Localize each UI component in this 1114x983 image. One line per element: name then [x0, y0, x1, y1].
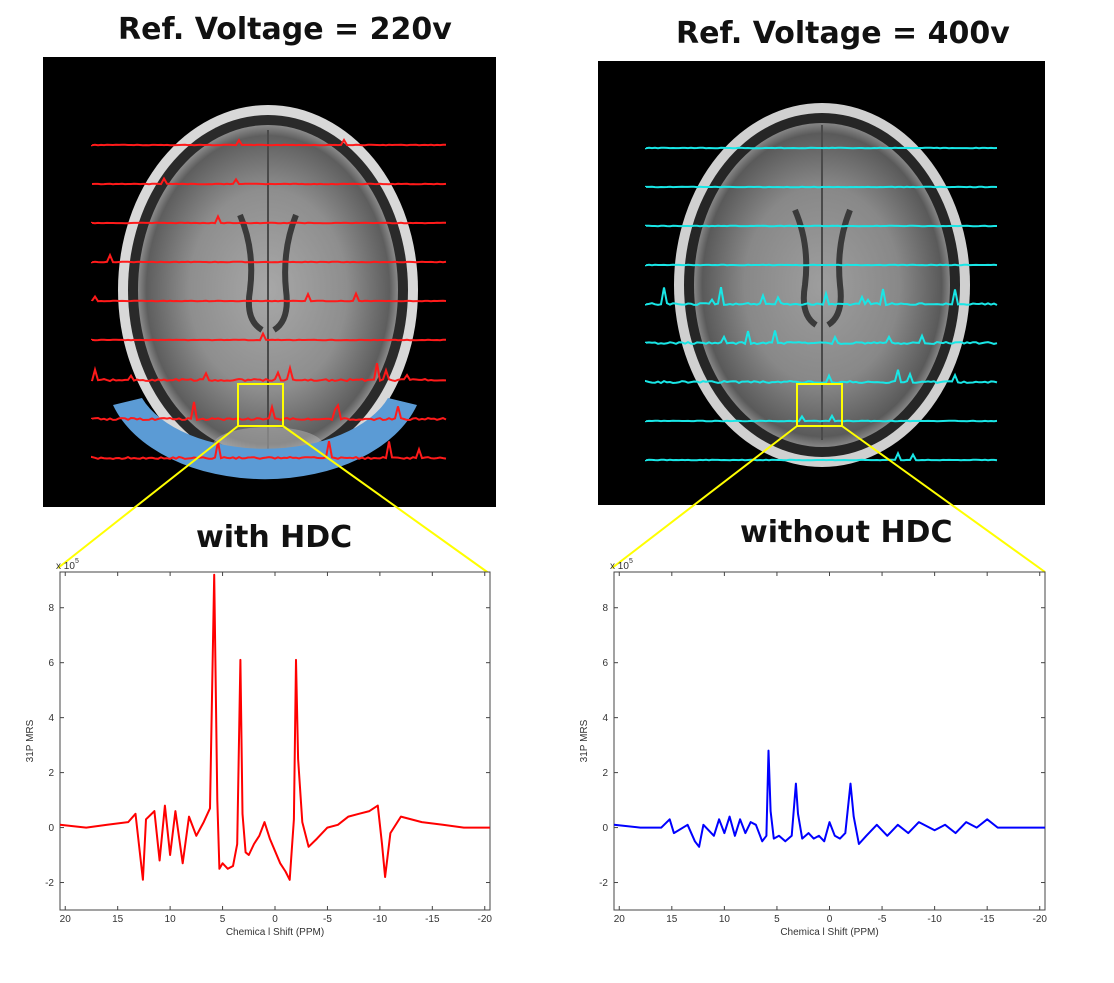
right-spectra-grid: [645, 146, 998, 462]
with-hdc-label: with HDC: [196, 520, 353, 555]
without-hdc-label: without HDC: [740, 515, 953, 550]
plot-frame: [59, 571, 491, 911]
plot-frame: [613, 571, 1046, 911]
series-line: [613, 749, 1045, 848]
right-zoom-line-a: [611, 425, 798, 569]
x-tick-label: 10: [165, 914, 177, 925]
y-exponent-power: 5: [629, 558, 633, 565]
y-tick-label: -2: [599, 878, 608, 889]
x-tick-label: 15: [112, 914, 124, 925]
x-tick-label: 5: [774, 914, 780, 925]
mri-spectrum-trace: [645, 450, 998, 462]
x-tick-label: -10: [373, 914, 388, 925]
left-highlight-box: [237, 383, 284, 427]
y-axis-label: 31P MRS: [579, 719, 590, 762]
x-tick-label: -10: [927, 914, 942, 925]
right-mri-image: [598, 61, 1045, 505]
mri-spectrum-trace: [645, 287, 998, 307]
y-tick-label: 0: [48, 823, 54, 834]
mri-spectrum-trace: [91, 441, 447, 461]
x-tick-label: -15: [425, 914, 440, 925]
left-spectra-grid: [91, 137, 447, 461]
left-zoom-line-a: [57, 425, 239, 569]
x-tick-label: 5: [220, 914, 226, 925]
x-tick-label: 10: [719, 914, 731, 925]
x-tick-label: -5: [878, 914, 887, 925]
right-highlight-box: [796, 383, 843, 427]
y-tick-label: 2: [602, 768, 608, 779]
mri-spectrum-trace: [91, 363, 447, 383]
left-zoom-line-b: [282, 425, 491, 575]
y-exponent-label: x 10: [56, 561, 75, 572]
y-tick-label: 0: [602, 823, 608, 834]
mri-spectrum-trace: [645, 413, 998, 423]
mri-spectrum-trace: [645, 369, 998, 385]
y-exponent-label: x 10: [610, 561, 629, 572]
mri-spectrum-trace: [91, 176, 447, 186]
x-tick-label: 20: [60, 914, 72, 925]
y-tick-label: 6: [602, 658, 608, 669]
right-panel-title: Ref. Voltage = 400v: [676, 16, 1010, 51]
x-tick-label: -20: [478, 914, 493, 925]
left-mri-image: [43, 57, 496, 507]
y-tick-label: 4: [602, 713, 608, 724]
x-tick-label: 0: [827, 914, 833, 925]
series-line: [59, 573, 490, 881]
y-tick-label: 8: [602, 603, 608, 614]
x-tick-label: -5: [323, 914, 332, 925]
mri-spectrum-trace: [91, 331, 446, 342]
x-tick-label: -15: [980, 914, 995, 925]
y-axis-label: 31P MRS: [25, 719, 36, 762]
mri-spectrum-trace: [91, 137, 446, 147]
x-axis-label: Chemica l Shift (PPM): [226, 927, 324, 938]
x-axis-label: Chemica l Shift (PPM): [780, 927, 878, 938]
mri-spectrum-trace: [91, 291, 447, 303]
y-tick-label: 6: [48, 658, 54, 669]
right-zoom-line-b: [841, 425, 1046, 573]
mri-spectrum-trace: [91, 213, 446, 225]
x-tick-label: 15: [666, 914, 678, 925]
x-tick-label: 20: [614, 914, 626, 925]
mri-spectrum-trace: [91, 401, 447, 422]
mri-spectrum-trace: [91, 252, 447, 264]
y-tick-label: -2: [45, 878, 54, 889]
y-tick-label: 2: [48, 768, 54, 779]
y-tick-label: 8: [48, 603, 54, 614]
x-tick-label: 0: [272, 914, 278, 925]
y-exponent-power: 5: [75, 558, 79, 565]
mri-spectrum-trace: [645, 330, 998, 346]
y-tick-label: 4: [48, 713, 54, 724]
x-tick-label: -20: [1033, 914, 1048, 925]
left-panel-title: Ref. Voltage = 220v: [118, 12, 452, 47]
